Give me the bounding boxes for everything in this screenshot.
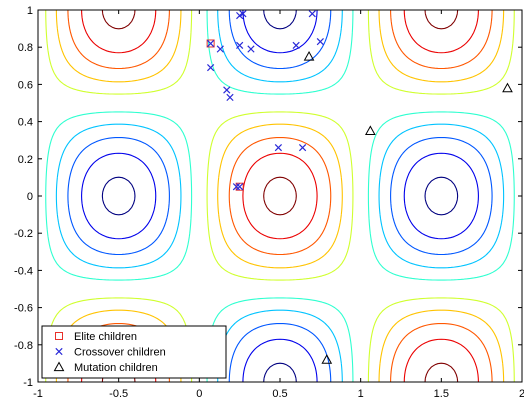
- legend: Elite children Crossover children Mutation…: [41, 325, 227, 379]
- crossover-children-point: [232, 183, 241, 191]
- x-tick-label: 1.5: [434, 388, 449, 400]
- crossover-children-point: [316, 37, 324, 46]
- x-tick-label: 0: [196, 388, 202, 400]
- y-tick-label: 0.8: [18, 42, 33, 54]
- mutation-children-point: [303, 50, 315, 61]
- crossover-children-point: [223, 86, 231, 94]
- axes: -1 -0.5 0 0.5 1 1.5 2 1 0.8 0.6 0.4 0.2 0 -0.2 -0.4 -0.…: [14, 5, 524, 400]
- y-tick-label: -0.4: [14, 265, 33, 277]
- crossover-children-point: [207, 39, 215, 48]
- y-tick-label: 0.2: [18, 154, 33, 166]
- elite-children-point: [206, 39, 215, 48]
- crossover-children-point: [216, 45, 224, 53]
- crossover-children-point: [236, 41, 244, 49]
- crossover-children-point: [247, 45, 255, 53]
- crossover-children-point: [239, 10, 247, 18]
- contour-level-7: [67, 10, 493, 382]
- y-tick-label: 1: [27, 5, 33, 17]
- legend-label-elite-children: Elite children: [74, 331, 137, 343]
- crossover-children-point: [292, 41, 300, 49]
- legend-marker-crossover-children: [55, 347, 63, 356]
- legend-marker-mutation-children: [53, 361, 65, 372]
- crossover-children-point: [274, 144, 283, 152]
- contour-level-0: [101, 10, 459, 382]
- x-tick-label: 0.5: [272, 388, 287, 400]
- x-tick-label: 1: [358, 388, 364, 400]
- legend-label-mutation-children: Mutation children: [74, 362, 158, 374]
- y-tick-label: -0.2: [14, 228, 33, 240]
- y-tick-label: -0.8: [14, 340, 33, 352]
- legend-marker-elite-children: [55, 332, 63, 340]
- contour-level-2: [67, 10, 493, 382]
- crossover-children-point: [298, 144, 307, 152]
- mutation-children-point: [321, 354, 333, 364]
- y-tick-label: 0: [27, 191, 33, 203]
- x-tick-label: 2: [519, 388, 524, 400]
- contour-lines: [45, 10, 515, 382]
- data-markers: [206, 10, 513, 364]
- crossover-children-point: [226, 93, 234, 102]
- contour-level-3: [55, 10, 505, 382]
- y-tick-label: -0.6: [14, 303, 33, 315]
- y-tick-label: -1: [23, 377, 33, 389]
- contour-level-4: [45, 10, 515, 382]
- legend-label-crossover-children: Crossover children: [74, 347, 166, 359]
- x-tick-label: -1: [33, 388, 43, 400]
- crossover-children-point: [308, 10, 316, 18]
- y-tick-label: 0.6: [18, 79, 33, 91]
- crossover-children-point: [207, 64, 215, 72]
- crossover-children-point: [236, 183, 244, 191]
- x-tick-label: -0.5: [109, 388, 128, 400]
- y-tick-label: 0.4: [18, 117, 33, 129]
- mutation-children-point: [364, 125, 376, 135]
- legend-box: [41, 325, 227, 379]
- contour-level-1: [81, 10, 479, 382]
- mutation-children-point: [502, 82, 513, 93]
